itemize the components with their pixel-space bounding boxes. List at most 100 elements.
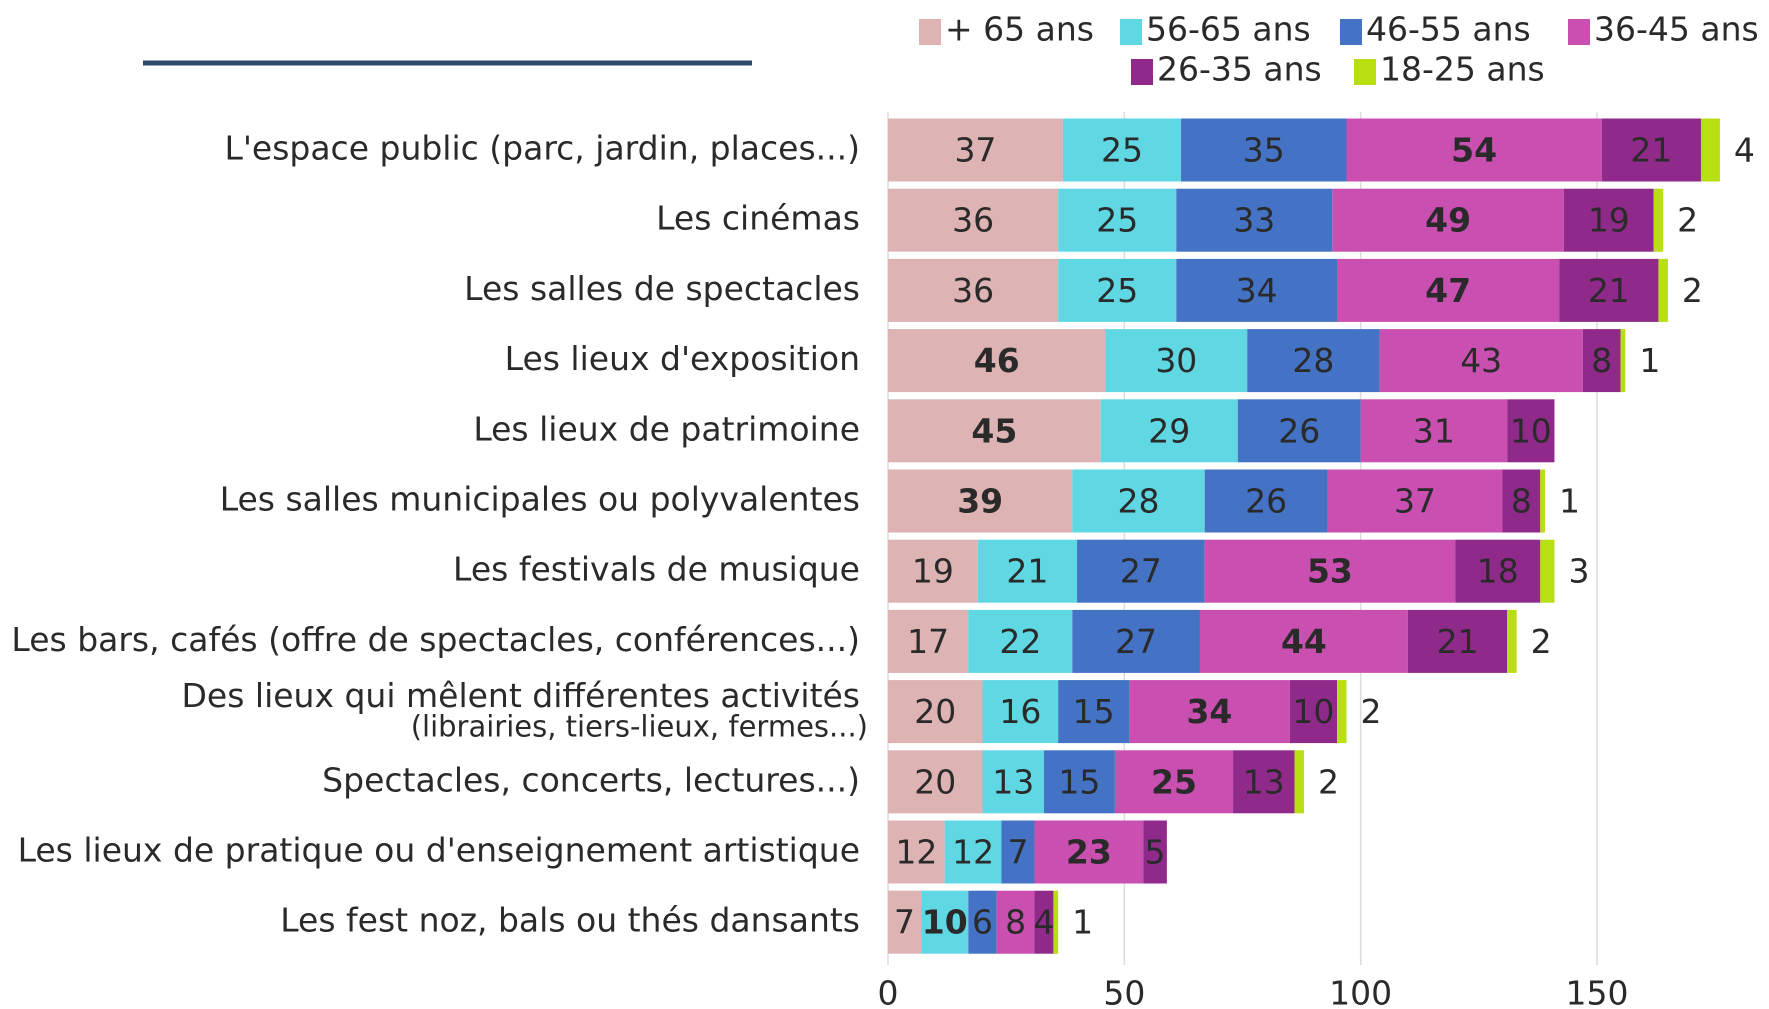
bar-segment (1204, 469, 1328, 533)
value-label: 3 (1568, 552, 1589, 591)
legend-label: 36-45 ans (1594, 10, 1759, 49)
value-label: 47 (1425, 271, 1471, 310)
value-label: 28 (1118, 482, 1160, 521)
value-label: 37 (1394, 482, 1436, 521)
value-label: 21 (1630, 131, 1672, 170)
value-label: 10 (1510, 411, 1552, 450)
bar-segment (1294, 750, 1304, 814)
legend-label: 46-55 ans (1366, 10, 1531, 49)
value-label: 53 (1307, 552, 1353, 591)
bar-segment (1237, 399, 1361, 463)
value-label: 2 (1360, 692, 1381, 731)
y-tick-label: Les salles de spectacles (464, 269, 860, 308)
value-label: 45 (971, 411, 1017, 450)
value-label: 46 (974, 341, 1020, 380)
bar-segment (1601, 118, 1701, 182)
legend-label: 26-35 ans (1157, 50, 1322, 89)
value-label: 13 (1243, 762, 1285, 801)
bar-segment (1176, 258, 1338, 322)
value-label: 18 (1477, 552, 1519, 591)
value-label: 4 (1734, 131, 1755, 170)
bar-segment (1620, 329, 1626, 393)
y-tick-label: Les festivals de musique (453, 550, 860, 589)
bar-segment (1332, 188, 1564, 252)
value-label: 54 (1451, 131, 1497, 170)
bar-segment (1327, 469, 1503, 533)
bar-segment (1072, 609, 1200, 673)
x-tick-label: 0 (878, 974, 899, 1009)
legend-swatch (1120, 19, 1142, 45)
value-label: 28 (1292, 341, 1334, 380)
x-tick-label: 50 (1103, 974, 1145, 1009)
x-tick-label: 150 (1566, 974, 1629, 1009)
value-label: 16 (999, 692, 1041, 731)
value-label: 35 (1243, 131, 1285, 170)
x-tick-label: 100 (1329, 974, 1392, 1009)
bar-segment (1053, 890, 1059, 954)
y-tick-label: Les salles municipales ou polyvalentes (220, 480, 860, 519)
y-tick-label: Les bars, cafés (offre de spectacles, co… (11, 620, 860, 659)
value-label: 15 (1058, 762, 1100, 801)
value-label: 17 (907, 622, 949, 661)
value-label: 12 (895, 833, 937, 872)
bar-segment (1658, 258, 1668, 322)
bar-segment (1129, 680, 1290, 744)
value-label: 4 (1033, 903, 1054, 942)
bar-segment (888, 750, 983, 814)
bar-segment (1001, 820, 1035, 884)
value-label: 12 (952, 833, 994, 872)
value-label: 25 (1096, 201, 1138, 240)
value-label: 21 (1006, 552, 1048, 591)
y-tick-label: Spectacles, concerts, lectures...) (322, 760, 860, 799)
bar-segment (1407, 609, 1508, 673)
y-tick-label: Les fest noz, bals ou thés dansants (280, 901, 860, 940)
value-label: 1 (1639, 341, 1660, 380)
bar-segment (968, 609, 1073, 673)
value-label: 13 (992, 762, 1034, 801)
legend-swatch (1340, 19, 1362, 45)
bar-segment (1507, 399, 1555, 463)
value-label: 15 (1073, 692, 1115, 731)
value-label: 36 (952, 271, 994, 310)
bar-segment (1114, 750, 1234, 814)
bar-segment (1507, 609, 1517, 673)
bar-segment (1337, 680, 1347, 744)
value-label: 23 (1066, 833, 1112, 872)
value-label: 29 (1148, 411, 1190, 450)
bar-segment (888, 680, 983, 744)
value-label: 10 (1292, 692, 1334, 731)
value-label: 31 (1413, 411, 1455, 450)
value-label: 27 (1115, 622, 1157, 661)
value-label: 34 (1186, 692, 1232, 731)
bar-segment (888, 118, 1063, 182)
value-label: 33 (1233, 201, 1275, 240)
value-label: 44 (1281, 622, 1327, 661)
legend-label: + 65 ans (945, 10, 1094, 49)
legend-swatch (1131, 59, 1153, 85)
bar-segment (968, 890, 997, 954)
value-label: 19 (912, 552, 954, 591)
y-tick-label: Les lieux de patrimoine (473, 409, 860, 448)
value-label: 20 (914, 692, 956, 731)
bar-segment (1058, 258, 1177, 322)
bar-segment (1077, 539, 1205, 603)
y-tick-label: L'espace public (parc, jardin, places...… (224, 129, 860, 168)
bar-segment (1181, 118, 1347, 182)
bar-segment (1176, 188, 1333, 252)
bar-segment (1559, 258, 1659, 322)
bar-segment (888, 469, 1073, 533)
value-label: 22 (999, 622, 1041, 661)
bar-segment (1379, 329, 1583, 393)
bar-segment (1455, 539, 1541, 603)
value-label: 43 (1460, 341, 1502, 380)
bar-segment (996, 890, 1035, 954)
value-label: 49 (1425, 201, 1471, 240)
value-label: 2 (1682, 271, 1703, 310)
y-tick-label: Les lieux de pratique ou d'enseignement … (18, 831, 860, 870)
legend-swatch (919, 19, 941, 45)
bar-segment (1199, 609, 1408, 673)
value-label: 2 (1318, 762, 1339, 801)
bar-segment (982, 680, 1059, 744)
value-label: 36 (952, 201, 994, 240)
